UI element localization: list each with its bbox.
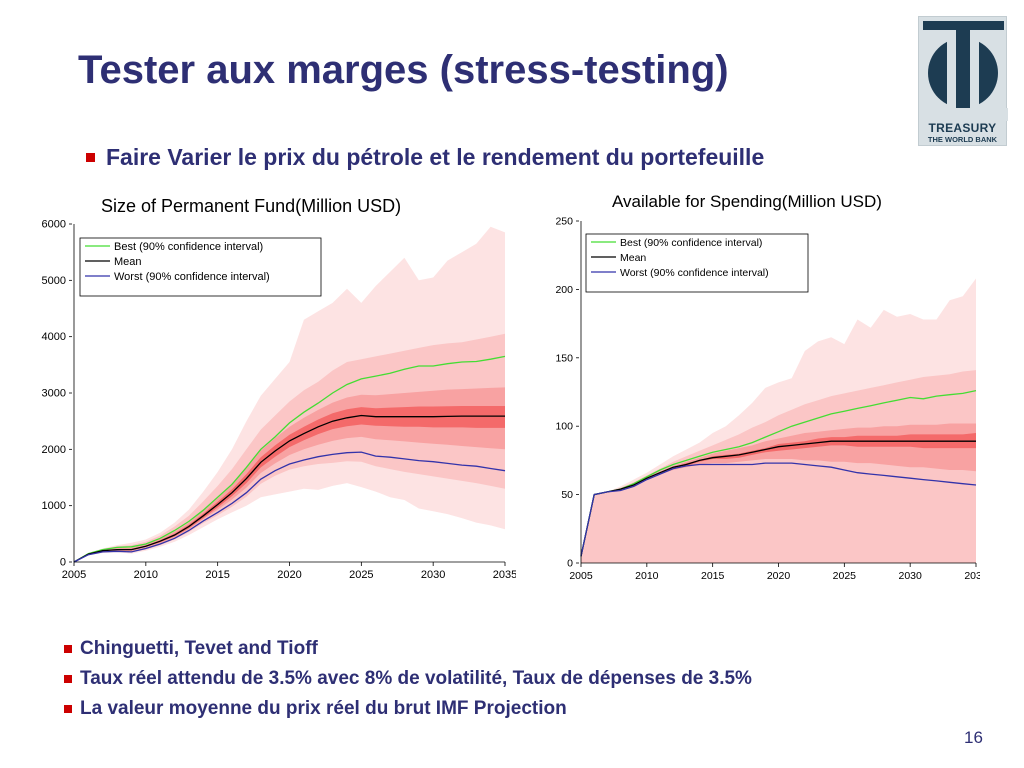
bullet-text: Taux réel attendu de 3.5% avec 8% de vol… (80, 668, 752, 689)
worst-line (580, 462, 977, 557)
legend-label: Mean (114, 256, 142, 268)
y-tick-label: 50 (561, 489, 573, 501)
confidence-band-1 (74, 226, 505, 563)
x-tick-label: 2030 (421, 569, 445, 581)
x-tick-label: 2015 (205, 569, 229, 581)
permanent-fund-chart: 0 1000 2000 3000 4000 5000 6000 2005 2010 2015 202… (30, 188, 516, 588)
bullet-item: La valeur moyenne du prix réel du brut I… (64, 698, 752, 720)
x-tick-label: 2025 (833, 570, 857, 582)
bullet-text: La valeur moyenne du prix réel du brut I… (80, 698, 567, 719)
logo-text-world-bank: THE WORLD BANK (927, 135, 998, 144)
mean-line (580, 440, 976, 557)
chart-title: Available for Spending(Million USD) (612, 192, 882, 211)
legend-label: Worst (90% confidence interval) (620, 267, 769, 279)
x-tick-label: 2035 (493, 569, 516, 581)
bullet-marker-icon (64, 675, 72, 683)
best-line (580, 389, 977, 557)
y-tick-label: 250 (555, 216, 573, 228)
slide-title: Tester aux marges (stress-testing) (78, 48, 729, 92)
spending-chart: 0 50 100 150 200 250 2005 2010 2015 2020 2025 2030 2… (548, 186, 980, 586)
confidence-band-4 (581, 433, 976, 557)
bullet-marker-icon (86, 153, 95, 162)
legend-label: Best (90% confidence interval) (114, 241, 263, 253)
x-tick-label: 2005 (62, 569, 86, 581)
spending-plot: 0 50 100 150 200 250 2005 2010 2015 2020 2025 2030 2… (555, 216, 980, 583)
legend-box (79, 237, 322, 297)
x-tick-label: 2020 (277, 569, 301, 581)
x-tick-label: 2035 (964, 570, 980, 582)
bullet-item: Chinguetti, Tevet and Tioff (64, 638, 752, 660)
bottom-bullet-list: Chinguetti, Tevet and Tioff Taux réel at… (64, 638, 752, 728)
subtitle-text: Faire Varier le prix du pétrole et le re… (106, 144, 765, 170)
worst-line (73, 451, 506, 563)
x-tick-label: 2020 (767, 570, 791, 582)
x-tick-label: 2010 (134, 569, 158, 581)
y-tick-label: 6000 (42, 219, 66, 231)
legend-label: Best (90% confidence interval) (620, 237, 762, 249)
y-tick-label: 2000 (42, 444, 66, 456)
permanent-fund-plot: 0 1000 2000 3000 4000 5000 6000 2005 2010 2015 202… (42, 219, 516, 582)
logo-text-treasury: TREASURY (928, 121, 997, 135)
subtitle-bullet: Faire Varier le prix du pétrole et le re… (86, 144, 764, 171)
legend-box (585, 233, 809, 293)
y-tick-label: 100 (555, 421, 573, 433)
y-tick-label: 150 (555, 352, 573, 364)
x-tick-label: 2015 (701, 570, 725, 582)
confidence-band-2 (581, 370, 976, 563)
treasury-emblem-icon (919, 21, 1008, 121)
legend: Best (90% confidence interval) Mean Worst … (585, 233, 809, 293)
y-tick-label: 4000 (42, 331, 66, 343)
y-tick-label: 5000 (42, 275, 66, 287)
chart-title: Size of Permanent Fund(Million USD) (101, 196, 402, 216)
x-tick-label: 2010 (635, 570, 659, 582)
x-tick-label: 2005 (569, 570, 593, 582)
bullet-marker-icon (64, 645, 72, 653)
bullet-text: Chinguetti, Tevet and Tioff (80, 638, 318, 659)
x-tick-label: 2025 (349, 569, 373, 581)
legend: Best (90% confidence interval) Mean Worst … (79, 237, 322, 297)
y-tick-label: 0 (60, 557, 66, 569)
legend-label: Worst (90% confidence interval) (114, 271, 270, 283)
treasury-logo: TREASURY THE WORLD BANK (918, 16, 1008, 146)
confidence-band-3 (581, 423, 976, 557)
y-tick-label: 3000 (42, 388, 66, 400)
best-line (73, 355, 506, 563)
bullet-item: Taux réel attendu de 3.5% avec 8% de vol… (64, 668, 752, 690)
page-number: 16 (964, 728, 983, 747)
y-tick-label: 1000 (42, 500, 66, 512)
legend-label: Mean (620, 252, 646, 264)
bullet-marker-icon (64, 705, 72, 713)
x-tick-label: 2030 (898, 570, 922, 582)
y-tick-label: 0 (567, 558, 573, 570)
y-tick-label: 200 (555, 284, 573, 296)
mean-line (73, 414, 505, 563)
confidence-band-4 (74, 406, 505, 562)
confidence-band-3 (74, 387, 505, 562)
